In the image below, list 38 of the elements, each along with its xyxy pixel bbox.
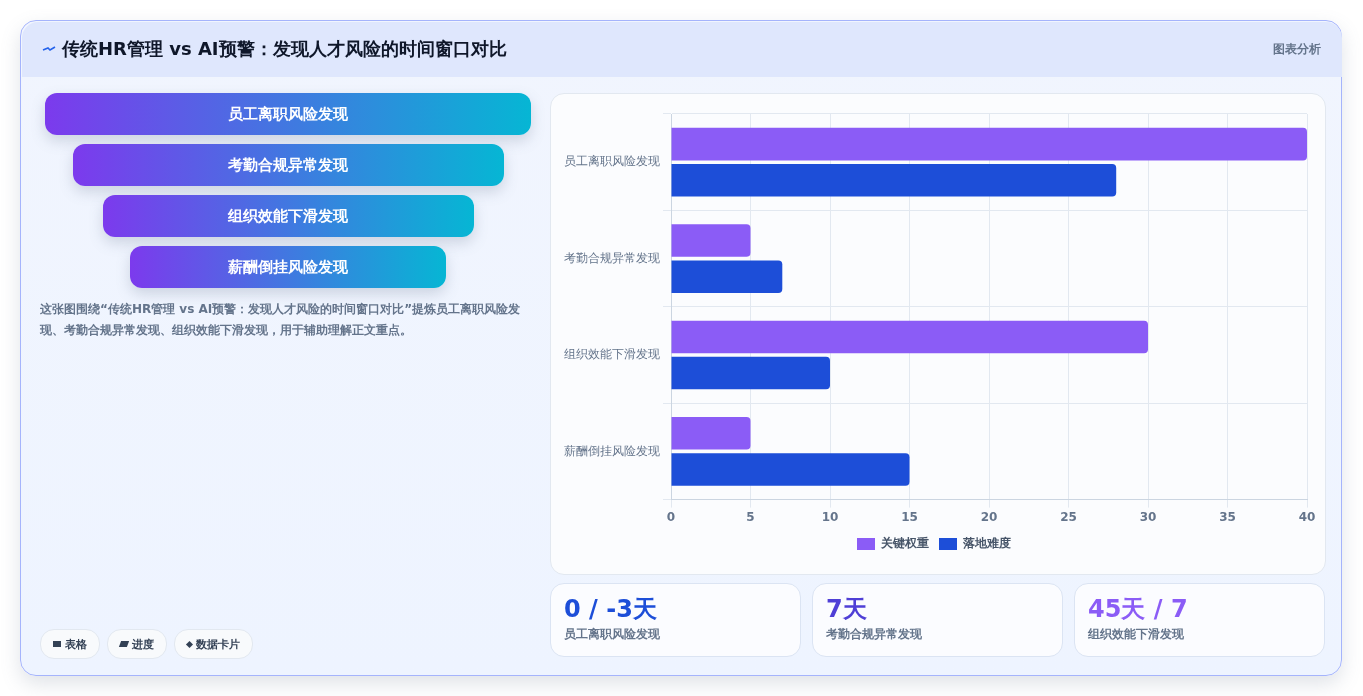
x-tick-label: 40 xyxy=(1298,509,1316,524)
bar xyxy=(671,164,1117,197)
y-tick-label: 员工离职风险发现 xyxy=(564,154,660,169)
x-tick-label: 35 xyxy=(1219,509,1236,524)
bar xyxy=(671,260,783,293)
x-tick-label: 15 xyxy=(901,509,918,524)
x-tick-label: 0 xyxy=(666,509,676,524)
text: 表格 xyxy=(65,636,87,652)
text: 图表分析 xyxy=(1273,41,1321,58)
text: 0 / -3天 xyxy=(564,595,657,623)
x-tick-label: 25 xyxy=(1060,509,1077,524)
bar xyxy=(671,224,751,257)
category-label: 员工离职风险发现 xyxy=(45,93,531,135)
legend-label: 关键权重 xyxy=(880,536,929,551)
y-tick-label: 组织效能下滑发现 xyxy=(564,347,660,362)
x-tick-label: 10 xyxy=(821,509,839,524)
category-label: 组织效能下滑发现 xyxy=(102,195,474,237)
x-tick-label: 20 xyxy=(980,509,998,524)
bar xyxy=(671,127,1307,161)
bar xyxy=(671,417,751,450)
text: 7天 xyxy=(826,595,867,623)
category-label: 考勤合规异常发现 xyxy=(826,626,923,643)
bar xyxy=(671,320,1148,354)
y-tick-label: 考勤合规异常发现 xyxy=(564,250,660,265)
legend-label: 落地难度 xyxy=(962,536,1011,551)
category-label: 组织效能下滑发现 xyxy=(1088,626,1185,643)
category-label: 考勤合规异常发现 xyxy=(72,144,504,186)
text: 45天 / 7 xyxy=(1088,595,1188,623)
x-tick-label: 5 xyxy=(746,509,755,524)
text: 传统HR管理 vs AI预警：发现人才风险的时间窗口对比 xyxy=(62,37,507,61)
text: 这张图围绕“传统HR管理 vs AI预警：发现人才风险的时间窗口对比”提炼员工离职风险发现、考勤合规异常发现、组织效能下滑发现，用于辅助理解正文重点。 xyxy=(40,301,522,339)
bar xyxy=(671,453,910,486)
category-label: 薪酬倒挂风险发现 xyxy=(130,246,446,288)
x-tick-label: 30 xyxy=(1139,509,1157,524)
text: 数据卡片 xyxy=(196,636,240,652)
y-tick-label: 薪酬倒挂风险发现 xyxy=(564,443,660,458)
bar xyxy=(671,356,830,390)
text: 进度 xyxy=(132,636,154,652)
